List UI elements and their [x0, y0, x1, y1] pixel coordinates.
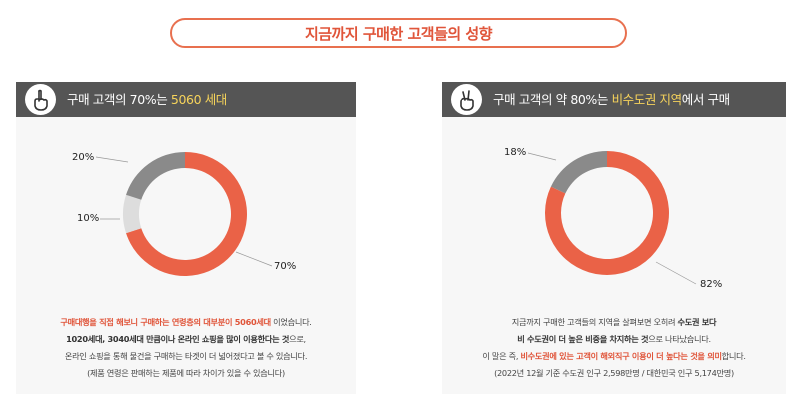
age-panel: 구매 고객의 70%는 5060 세대 20% 10% 70% 구매대행을 직접… [16, 82, 356, 394]
age-donut-chart [123, 152, 247, 276]
slice-label-10: 10% [77, 213, 100, 224]
slice-label-70: 70% [274, 261, 297, 272]
age-panel-title: 구매 고객의 70%는 5060 세대 [67, 92, 227, 107]
age-panel-header: 구매 고객의 70%는 5060 세대 [16, 82, 356, 117]
age-description: 구매대행을 직접 해보니 구매하는 연령층의 대부분이 5060세대 이었습니다… [60, 317, 312, 378]
slice-label-20: 20% [72, 152, 95, 163]
region-description: 지금까지 구매한 고객들의 지역을 살펴보면 오히려 수도권 보다 비 수도권이… [482, 317, 746, 378]
region-slice-18 [550, 151, 607, 194]
region-panel-header: 구매 고객의 약 80%는 비수도권 지역에서 구매 [442, 82, 786, 117]
hand-two-fingers-icon [451, 84, 482, 115]
age-slice-10 [123, 194, 142, 234]
slice-label-18: 18% [504, 147, 527, 158]
region-panel: 구매 고객의 약 80%는 비수도권 지역에서 구매 18% 82% 지금까지 … [442, 82, 786, 394]
leader-lines-left [95, 156, 273, 267]
page-title: 지금까지 구매한 고객들의 성향 [170, 18, 627, 48]
age-slice-20 [126, 152, 185, 200]
region-panel-title: 구매 고객의 약 80%는 비수도권 지역에서 구매 [493, 92, 730, 107]
region-donut-chart [545, 151, 669, 275]
slice-label-82: 82% [700, 279, 723, 290]
leader-lines-right [527, 152, 697, 285]
hand-one-finger-icon [25, 84, 56, 115]
